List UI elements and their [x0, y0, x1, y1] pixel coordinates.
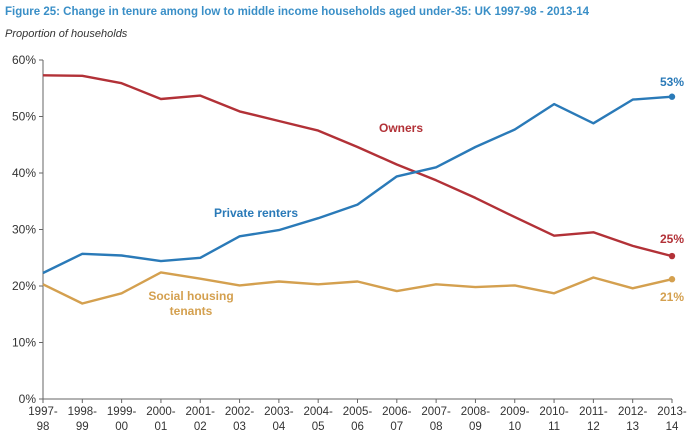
x-tick-label: 2010-11: [539, 406, 569, 433]
series-name-social: Social housing tenants: [148, 289, 233, 318]
series-end-value-owners: 25%: [660, 232, 684, 246]
x-tick-label: 2007-08: [421, 406, 451, 433]
x-tick-label: 2003-04: [264, 406, 294, 433]
series-end-value-social: 21%: [660, 290, 684, 304]
series-lines: [42, 74, 676, 305]
axes: [42, 60, 672, 400]
x-tick-label: 2006-07: [382, 406, 412, 433]
x-tick-label: 2011-12: [579, 406, 608, 433]
series-endpoint-private_renters: [668, 93, 676, 100]
y-tick-label: 60%: [12, 53, 36, 67]
series-labels: Owners 25% Private renters 53% Social housin…: [148, 75, 684, 318]
figure-title: Figure 25: Change in tenure among low to…: [5, 6, 590, 18]
series-name-private_renters: Private renters: [214, 206, 298, 220]
y-tick-label: 30%: [12, 223, 36, 237]
x-tick-label: 2012-13: [618, 406, 648, 433]
series-name-owners: Owners: [379, 121, 423, 135]
x-tick-label: 2005-06: [343, 406, 373, 433]
x-tick-label: 2004-05: [303, 406, 333, 433]
x-tick-label: 2000-01: [146, 406, 176, 433]
x-tick-label: 2008-09: [461, 406, 491, 433]
x-axis-ticks: 1997-98 1998-99 1999-00 2000-01 2001-02 2002-…: [28, 399, 687, 433]
series-line-private_renters: [42, 95, 673, 275]
x-tick-label: 2013-14: [657, 406, 687, 433]
y-axis-title: Proportion of households: [5, 28, 128, 40]
x-tick-label: 2002-03: [225, 406, 255, 433]
series-line-owners: [42, 74, 673, 258]
x-tick-label: 1998-99: [68, 406, 98, 433]
x-tick-label: 2009-10: [500, 406, 530, 433]
y-tick-label: 10%: [12, 336, 36, 350]
series-end-value-private_renters: 53%: [660, 75, 684, 89]
series-endpoint-social: [668, 276, 676, 283]
series-endpoint-owners: [668, 252, 676, 260]
y-tick-label: 20%: [12, 279, 36, 293]
y-tick-label: 40%: [12, 166, 36, 180]
y-tick-label: 0%: [19, 392, 37, 406]
y-axis-ticks: 0% 10% 20% 30% 40% 50% 60%: [12, 53, 43, 406]
x-tick-label: 1999-00: [107, 406, 137, 433]
series-line-social: [42, 271, 673, 305]
x-tick-label: 2001-02: [186, 406, 216, 433]
x-tick-label: 1997-98: [28, 406, 58, 433]
y-tick-label: 50%: [12, 110, 36, 124]
